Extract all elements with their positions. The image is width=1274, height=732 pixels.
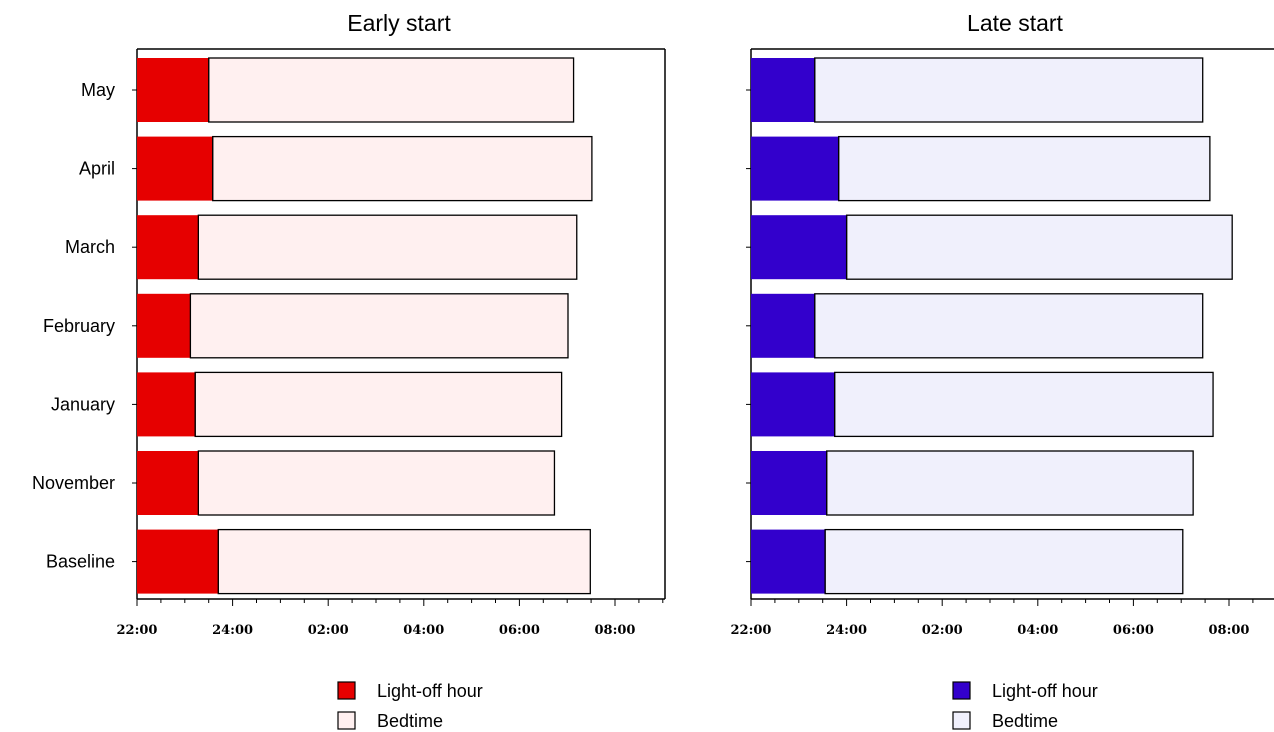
legend-label: Light-off hour	[992, 681, 1098, 701]
bar-light-off	[751, 529, 826, 594]
x-tick-label: 08:00	[595, 623, 636, 638]
x-tick-label: 04:00	[403, 623, 444, 638]
bar-bedtime	[197, 450, 556, 516]
bar-bedtime	[826, 450, 1194, 516]
bar-light-off	[751, 215, 847, 280]
category-label: Baseline	[46, 552, 115, 572]
bar-light-off	[137, 215, 199, 280]
category-label: April	[79, 159, 115, 179]
x-tick-label: 08:00	[1209, 623, 1250, 638]
legend-label: Bedtime	[377, 711, 443, 731]
category-label: March	[65, 237, 115, 257]
bar-bedtime	[824, 528, 1184, 595]
bar-bedtime	[834, 371, 1214, 438]
bar-light-off	[137, 136, 213, 201]
bar-bedtime	[845, 214, 1233, 280]
bar-bedtime	[837, 135, 1211, 202]
x-tick-label: 24:00	[826, 623, 867, 638]
x-tick-label: 22:00	[117, 623, 158, 638]
category-label: February	[43, 316, 115, 336]
x-tick-label: 04:00	[1017, 623, 1058, 638]
x-tick-label: 06:00	[1113, 623, 1154, 638]
x-tick-label: 06:00	[499, 623, 540, 638]
bar-light-off	[137, 58, 209, 122]
late-start-chart: Late start 22:00 24:00 02:00 04:00 06:00 08:00…	[731, 10, 1274, 731]
bar-light-off	[137, 451, 199, 515]
chart-title: Early start	[347, 10, 451, 36]
category-label: January	[51, 394, 115, 414]
legend-swatch	[952, 711, 971, 730]
legend-label: Bedtime	[992, 711, 1058, 731]
chart-title: Late start	[967, 10, 1063, 36]
bar-light-off	[751, 451, 827, 515]
x-tick-label: 22:00	[731, 623, 772, 638]
bar-light-off	[137, 372, 196, 437]
legend: Light-off hour Bedtime	[952, 681, 1098, 731]
x-tick-label: 02:00	[308, 623, 349, 638]
bar-light-off	[751, 136, 839, 201]
bar-bedtime	[212, 135, 593, 202]
legend-swatch	[952, 681, 971, 700]
category-label: May	[81, 80, 115, 100]
legend: Light-off hour Bedtime	[337, 681, 483, 731]
category-label: November	[32, 473, 115, 493]
bar-light-off	[751, 58, 815, 122]
bar-light-off	[751, 293, 815, 358]
bar-bedtime	[197, 214, 578, 280]
bar-light-off	[751, 372, 835, 437]
bar-bedtime	[814, 57, 1204, 123]
x-tick-label: 24:00	[212, 623, 253, 638]
x-tick-label: 02:00	[922, 623, 963, 638]
bar-bedtime	[217, 528, 591, 595]
bar-bedtime	[208, 57, 575, 123]
bar-light-off	[137, 529, 219, 594]
bar-bedtime	[194, 371, 563, 438]
legend-swatch	[337, 681, 356, 700]
bar-light-off	[137, 293, 191, 358]
bar-bedtime	[189, 293, 569, 359]
legend-label: Light-off hour	[377, 681, 483, 701]
bar-bedtime	[814, 293, 1204, 359]
early-start-chart: Early start May April March February January N…	[32, 10, 666, 731]
legend-swatch	[337, 711, 356, 730]
